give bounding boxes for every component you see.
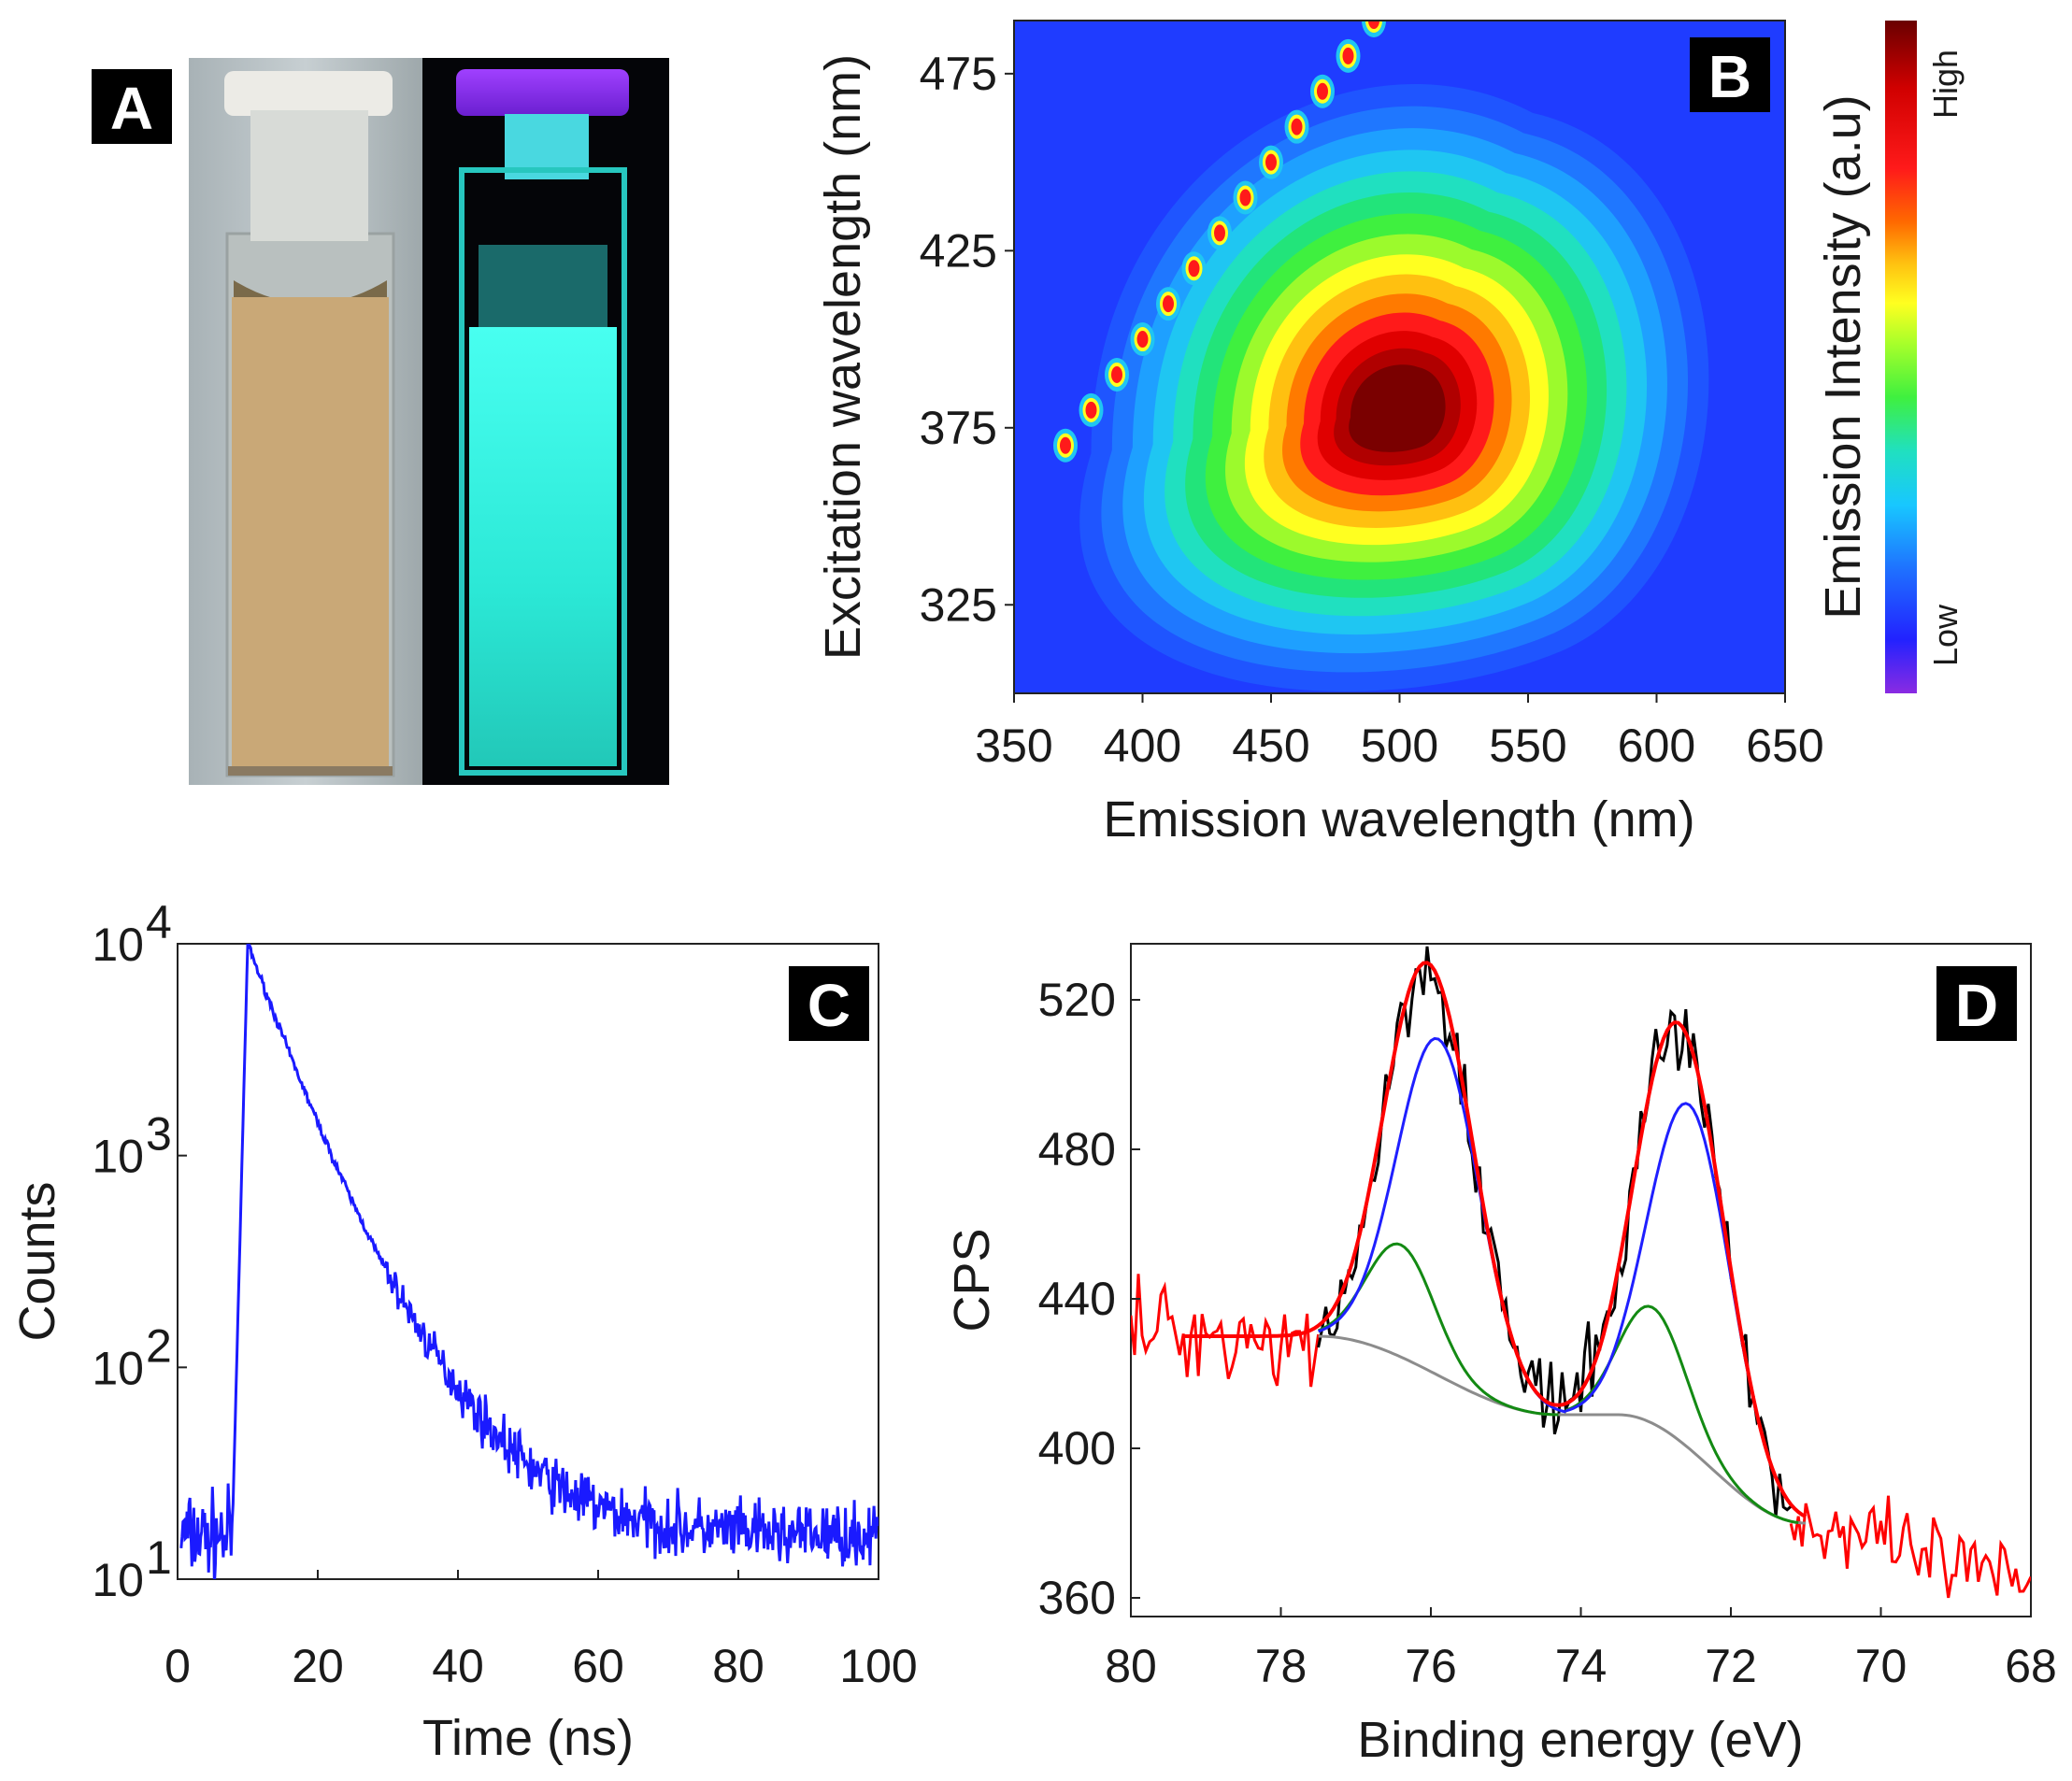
panel-d: 80 78 76 74 72 70 68 360 400 440 480 520 Binding e…	[944, 943, 2057, 1768]
scatter-spot-8-core	[1265, 153, 1277, 171]
heatmap-scatter-line	[1053, 21, 1386, 463]
panel-c-label: C	[807, 972, 850, 1039]
b-x-tick-label-2: 450	[1232, 720, 1309, 772]
b-y-ticks: 325 375 425 475	[920, 48, 1014, 631]
c-x-tick-label-5: 100	[839, 1640, 917, 1692]
c-y-tick-exp-1: 2	[146, 1319, 172, 1372]
colorbar	[1885, 21, 1917, 693]
d-x-tick-label-3: 74	[1555, 1640, 1608, 1692]
d-series	[1131, 946, 2031, 1599]
b-x-tick-label-6: 650	[1746, 720, 1823, 772]
scatter-spot-7-core	[1239, 189, 1251, 207]
d-y-tick-label-3: 480	[1038, 1123, 1116, 1175]
vial-daylight-solution	[232, 297, 389, 769]
c-y-tick-exp-2: 3	[146, 1108, 172, 1161]
b-x-tick-label-1: 400	[1104, 720, 1181, 772]
b-x-tick-label-0: 350	[975, 720, 1052, 772]
vial-daylight-cap	[224, 71, 393, 116]
panel-b-label: B	[1708, 43, 1751, 110]
c-x-tick-label-0: 0	[164, 1640, 191, 1692]
panel-d-label: D	[1955, 972, 1998, 1039]
vial-daylight-bottom	[228, 766, 393, 776]
vial-uv-air	[479, 245, 607, 329]
vial-uv-solution	[469, 327, 617, 766]
scatter-spot-0-core	[1060, 436, 1071, 454]
vial-uv-cap	[456, 69, 629, 116]
d-y-tick-label-1: 400	[1038, 1422, 1116, 1475]
raw-data-red-right	[1789, 1495, 2031, 1599]
c-decay-line	[179, 944, 879, 1579]
raw-data-black	[1317, 946, 1793, 1517]
c-x-tick-label-3: 60	[572, 1640, 624, 1692]
b-y-axis-title: Excitation wavelength (nm)	[815, 54, 871, 660]
scatter-spot-4-core	[1163, 295, 1174, 313]
scatter-spot-6-core	[1214, 224, 1225, 242]
c-x-tick-label-1: 20	[292, 1640, 344, 1692]
b-y-tick-label-1: 375	[920, 402, 997, 454]
d-y-axis-title: CPS	[944, 1228, 1000, 1332]
d-plot-area	[1130, 943, 2032, 1617]
panel-a-label: A	[110, 75, 153, 142]
d-x-tick-label-5: 70	[1855, 1640, 1908, 1692]
b-y-tick-label-0: 325	[920, 578, 997, 631]
c-y-tick-label-0: 10	[92, 1554, 144, 1606]
d-y-tick-label-4: 520	[1038, 974, 1116, 1026]
scatter-spot-11-core	[1342, 47, 1354, 64]
vial-daylight-stopper	[250, 110, 368, 241]
d-x-tick-label-1: 78	[1255, 1640, 1308, 1692]
d-y-tick-label-0: 360	[1038, 1572, 1116, 1624]
scatter-spot-10-core	[1317, 82, 1328, 100]
b-y-tick-label-3: 475	[920, 48, 997, 100]
d-y-ticks: 360 400 440 480 520	[1038, 974, 1140, 1624]
scatter-spot-1-core	[1085, 401, 1097, 419]
d-x-tick-label-0: 80	[1105, 1640, 1157, 1692]
b-x-ticks: 350 400 450 500 550 600 650	[975, 693, 1824, 772]
heatmap-contour-14	[1349, 364, 1446, 452]
panel-b-label-box	[1690, 37, 1770, 112]
c-y-axis-title: Counts	[9, 1181, 65, 1341]
d-x-ticks: 80 78 76 74 72 70 68	[1105, 1607, 2057, 1692]
colorbar-low-label: Low	[1926, 604, 1965, 666]
scatter-spot-5-core	[1188, 260, 1200, 278]
scatter-spot-9-core	[1291, 118, 1303, 135]
d-y-tick-label-2: 440	[1038, 1273, 1116, 1325]
panel-a-label-box	[92, 69, 172, 144]
panel-a: A	[92, 58, 669, 785]
c-x-tick-label-4: 80	[712, 1640, 764, 1692]
c-x-tick-label-2: 40	[432, 1640, 484, 1692]
b-y-tick-label-2: 425	[920, 224, 997, 277]
panel-d-label-box	[1936, 966, 2017, 1041]
envelope-curve	[1183, 961, 1808, 1518]
c-y-tick-label-2: 10	[92, 1131, 144, 1183]
baseline-curve	[1318, 1334, 1807, 1525]
scatter-spot-2-core	[1111, 365, 1122, 383]
c-y-tick-exp-3: 4	[146, 896, 172, 948]
b-x-tick-label-4: 550	[1489, 720, 1566, 772]
b-x-axis-title: Emission wavelength (nm)	[1103, 791, 1694, 848]
colorbar-high-label: High	[1926, 50, 1965, 119]
panel-b: 350 400 450 500 550 600 650 325 375 425 475 Emiss…	[815, 20, 1965, 848]
d-x-tick-label-2: 76	[1405, 1640, 1457, 1692]
b-x-tick-label-3: 500	[1361, 720, 1438, 772]
c-y-tick-label-1: 10	[92, 1342, 144, 1394]
heatmap-contours	[1079, 83, 1709, 691]
d-x-axis-title: Binding energy (eV)	[1357, 1712, 1803, 1768]
d-x-tick-label-4: 72	[1705, 1640, 1757, 1692]
scatter-spot-3-core	[1136, 331, 1149, 349]
vial-uv-glass	[459, 167, 627, 776]
d-x-tick-label-6: 68	[2005, 1640, 2057, 1692]
c-x-axis-title: Time (ns)	[422, 1710, 634, 1766]
scatter-spot-12-core	[1368, 21, 1379, 29]
c-x-ticks: 0 20 40 60 80 100	[164, 1570, 918, 1692]
c-y-tick-exp-0: 1	[146, 1532, 172, 1584]
b-x-tick-label-5: 600	[1618, 720, 1695, 772]
raw-data-red-left	[1131, 1274, 1321, 1388]
c-y-tick-label-3: 10	[92, 919, 144, 971]
panel-c-label-box	[789, 966, 869, 1041]
colorbar-title: Emission Intensity (a.u)	[1815, 94, 1871, 619]
